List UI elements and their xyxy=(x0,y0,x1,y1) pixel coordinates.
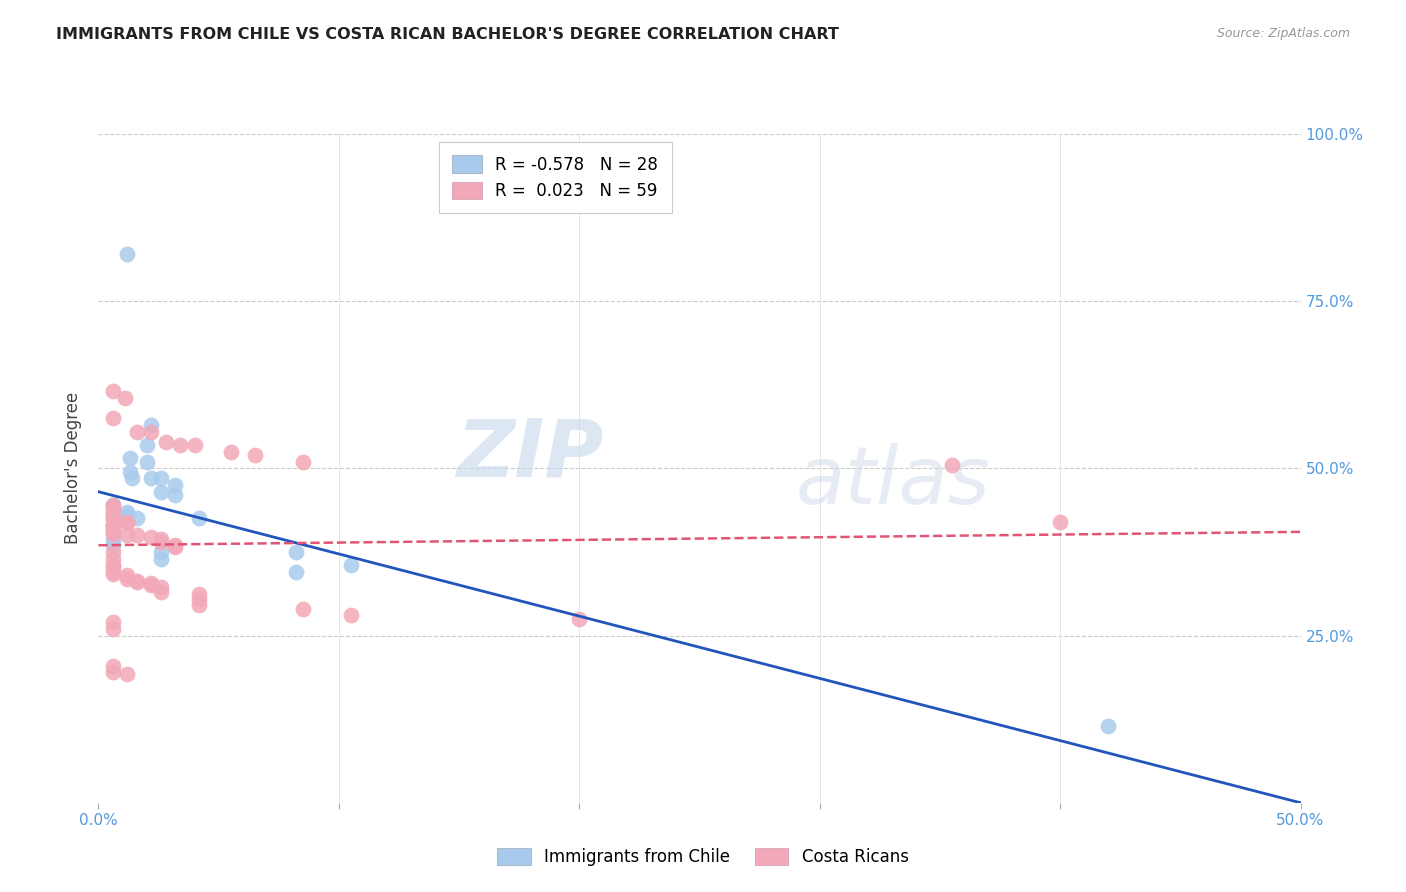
Point xyxy=(149,535,172,549)
Point xyxy=(101,538,124,552)
Point xyxy=(183,438,205,452)
Point xyxy=(101,505,124,519)
Point xyxy=(219,444,242,458)
Point xyxy=(118,465,141,479)
Point xyxy=(101,665,124,680)
Point xyxy=(155,434,177,449)
Point xyxy=(101,551,124,566)
Point xyxy=(169,438,191,452)
Point xyxy=(340,558,363,573)
Point xyxy=(101,511,124,525)
Point xyxy=(188,511,211,525)
Point xyxy=(149,551,172,566)
Point xyxy=(149,484,172,499)
Point xyxy=(188,587,211,601)
Point xyxy=(141,530,163,544)
Point xyxy=(101,560,124,574)
Point xyxy=(101,622,124,636)
Point xyxy=(284,565,307,579)
Point xyxy=(101,498,124,512)
Point xyxy=(101,545,124,559)
Text: Source: ZipAtlas.com: Source: ZipAtlas.com xyxy=(1216,27,1350,40)
Point xyxy=(101,501,124,516)
Point xyxy=(101,658,124,673)
Point xyxy=(101,532,124,546)
Point xyxy=(149,532,172,546)
Point xyxy=(101,524,124,539)
Point xyxy=(101,565,124,579)
Point xyxy=(121,471,143,485)
Point xyxy=(141,471,163,485)
Point xyxy=(149,545,172,559)
Point xyxy=(101,567,124,582)
Point xyxy=(101,558,124,573)
Point xyxy=(117,247,139,261)
Point xyxy=(101,508,124,523)
Point xyxy=(141,425,163,439)
Text: atlas: atlas xyxy=(796,442,990,521)
Point xyxy=(101,615,124,630)
Point xyxy=(568,612,591,626)
Point xyxy=(101,511,124,525)
Point xyxy=(118,451,141,466)
Point xyxy=(291,455,314,469)
Point xyxy=(101,524,124,539)
Point xyxy=(101,384,124,399)
Point xyxy=(1049,515,1071,529)
Point xyxy=(135,438,157,452)
Point xyxy=(165,488,187,502)
Point xyxy=(188,591,211,606)
Point xyxy=(165,478,187,492)
Point xyxy=(340,608,363,623)
Point xyxy=(114,391,136,405)
Point xyxy=(141,417,163,432)
Point xyxy=(141,576,163,591)
Legend: R = -0.578   N = 28, R =  0.023   N = 59: R = -0.578 N = 28, R = 0.023 N = 59 xyxy=(439,142,672,213)
Point xyxy=(117,515,139,529)
Point xyxy=(125,425,148,439)
Point xyxy=(149,581,172,595)
Point xyxy=(117,667,139,681)
Point xyxy=(104,515,127,529)
Point xyxy=(101,520,124,534)
Point xyxy=(101,508,124,523)
Point xyxy=(125,528,148,542)
Point xyxy=(101,518,124,533)
Point xyxy=(135,455,157,469)
Point xyxy=(149,585,172,599)
Point xyxy=(125,574,148,588)
Point xyxy=(291,602,314,616)
Point xyxy=(117,568,139,582)
Point xyxy=(1097,719,1119,733)
Point xyxy=(117,505,139,519)
Point xyxy=(117,572,139,586)
Point xyxy=(101,526,124,541)
Point xyxy=(117,508,139,523)
Point xyxy=(149,471,172,485)
Point xyxy=(165,541,187,555)
Point xyxy=(125,575,148,590)
Point xyxy=(101,411,124,425)
Text: IMMIGRANTS FROM CHILE VS COSTA RICAN BACHELOR'S DEGREE CORRELATION CHART: IMMIGRANTS FROM CHILE VS COSTA RICAN BAC… xyxy=(56,27,839,42)
Point xyxy=(117,516,139,530)
Y-axis label: Bachelor's Degree: Bachelor's Degree xyxy=(65,392,83,544)
Point xyxy=(188,599,211,613)
Point xyxy=(101,498,124,512)
Point xyxy=(141,578,163,592)
Point xyxy=(243,448,266,462)
Point xyxy=(125,511,148,525)
Point xyxy=(165,538,187,552)
Point xyxy=(101,518,124,533)
Point xyxy=(101,521,124,535)
Point xyxy=(117,528,139,542)
Point xyxy=(284,545,307,559)
Point xyxy=(941,458,963,472)
Text: ZIP: ZIP xyxy=(456,416,603,494)
Legend: Immigrants from Chile, Costa Ricans: Immigrants from Chile, Costa Ricans xyxy=(489,840,917,875)
